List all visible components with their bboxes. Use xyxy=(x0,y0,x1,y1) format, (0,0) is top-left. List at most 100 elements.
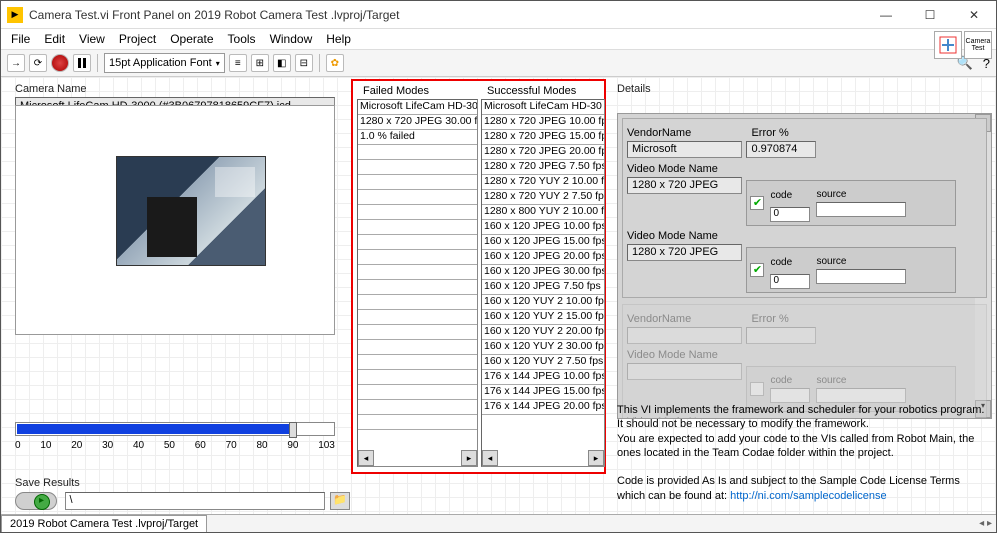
list-item[interactable]: 160 x 120 YUY 2 10.00 fps xyxy=(482,295,604,310)
details-panel: VendorName Error % Microsoft 0.970874 Vi… xyxy=(617,113,992,419)
error-pct-field[interactable]: 0.970874 xyxy=(746,141,816,158)
list-item[interactable]: 176 x 144 JPEG 10.00 fps xyxy=(482,370,604,385)
source-field[interactable] xyxy=(816,269,906,284)
align-button[interactable]: ≡ xyxy=(229,54,247,72)
list-item[interactable]: 1.0 % failed xyxy=(358,130,477,145)
tick-label: 60 xyxy=(195,440,206,451)
successful-modes-list[interactable]: Microsoft LifeCam HD-301280 x 720 JPEG 1… xyxy=(481,99,605,467)
list-item[interactable]: 1280 x 720 JPEG 20.00 fps xyxy=(482,145,604,160)
list-item[interactable]: 1280 x 720 JPEG 7.50 fps xyxy=(482,160,604,175)
menu-window[interactable]: Window xyxy=(264,30,319,48)
statusbar: 2019 Robot Camera Test .lvproj/Target ◂ … xyxy=(1,514,996,532)
save-results-label: Save Results xyxy=(15,477,80,489)
list-item xyxy=(358,235,477,250)
code-field[interactable]: 0 xyxy=(770,207,810,222)
list-item[interactable]: 176 x 144 JPEG 20.00 fps xyxy=(482,400,604,415)
menu-tools[interactable]: Tools xyxy=(222,30,262,48)
license-link[interactable]: http://ni.com/samplecodelicense xyxy=(730,490,887,502)
video-mode-field[interactable]: 1280 x 720 JPEG xyxy=(627,244,742,261)
connector-pane-icon[interactable] xyxy=(934,31,962,59)
scroll-left-button[interactable]: ◂ xyxy=(482,450,498,466)
tick-label: 80 xyxy=(256,440,267,451)
modes-highlight-box: Failed Modes Microsoft LifeCam HD-301280… xyxy=(351,79,606,474)
list-item[interactable]: 176 x 144 JPEG 15.00 fps xyxy=(482,385,604,400)
scroll-left-button[interactable]: ◂ xyxy=(358,450,374,466)
vi-icon[interactable]: Camera Test xyxy=(964,31,992,59)
video-mode-label: Video Mode Name xyxy=(627,349,747,361)
font-selector[interactable]: 15pt Application Font xyxy=(104,53,225,73)
save-toggle[interactable] xyxy=(15,492,57,510)
slider-thumb[interactable] xyxy=(289,422,297,438)
scroll-right-button[interactable]: ▸ xyxy=(461,450,477,466)
details-group-disabled: VendorName Error % Video Mode Name code … xyxy=(622,304,987,419)
abort-button[interactable] xyxy=(51,54,69,72)
list-item[interactable]: Microsoft LifeCam HD-30 xyxy=(358,100,477,115)
resize-button[interactable]: ◧ xyxy=(273,54,291,72)
error-pct-field xyxy=(746,327,816,344)
source-label: source xyxy=(816,375,846,386)
list-item[interactable]: 160 x 120 JPEG 30.00 fps xyxy=(482,265,604,280)
list-item[interactable]: 160 x 120 YUY 2 30.00 fps xyxy=(482,340,604,355)
status-check-icon: ✔ xyxy=(750,263,764,277)
menu-operate[interactable]: Operate xyxy=(164,30,219,48)
source-field[interactable] xyxy=(816,202,906,217)
progress-slider[interactable]: 0102030405060708090103 xyxy=(15,422,335,451)
list-item[interactable]: 160 x 120 YUY 2 7.50 fps xyxy=(482,355,604,370)
reorder-button[interactable]: ⊟ xyxy=(295,54,313,72)
details-header: Details xyxy=(617,83,651,95)
list-item[interactable]: Microsoft LifeCam HD-30 xyxy=(482,100,604,115)
code-label: code xyxy=(770,190,792,201)
list-item xyxy=(358,415,477,430)
list-item[interactable]: 160 x 120 JPEG 7.50 fps xyxy=(482,280,604,295)
list-item[interactable]: 1280 x 720 JPEG 10.00 fps xyxy=(482,115,604,130)
menu-help[interactable]: Help xyxy=(320,30,357,48)
list-item[interactable]: 160 x 120 YUY 2 20.00 fps xyxy=(482,325,604,340)
list-item[interactable]: 1280 x 720 JPEG 15.00 fps xyxy=(482,130,604,145)
minimize-button[interactable]: — xyxy=(864,1,908,29)
run-cont-button[interactable]: ⟳ xyxy=(29,54,47,72)
tick-label: 40 xyxy=(133,440,144,451)
maximize-button[interactable]: ☐ xyxy=(908,1,952,29)
error-pct-label: Error % xyxy=(751,313,871,325)
video-mode-field[interactable]: 1280 x 720 JPEG xyxy=(627,177,742,194)
list-item[interactable]: 160 x 120 JPEG 20.00 fps xyxy=(482,250,604,265)
list-item[interactable]: 1280 x 800 YUY 2 10.00 fps xyxy=(482,205,604,220)
list-item[interactable]: 160 x 120 JPEG 15.00 fps xyxy=(482,235,604,250)
video-mode-label: Video Mode Name xyxy=(627,163,747,175)
tick-label: 70 xyxy=(226,440,237,451)
successful-modes-header: Successful Modes xyxy=(487,85,605,97)
close-button[interactable]: ✕ xyxy=(952,1,996,29)
distribute-button[interactable]: ⊞ xyxy=(251,54,269,72)
menu-file[interactable]: File xyxy=(5,30,36,48)
status-tab[interactable]: 2019 Robot Camera Test .lvproj/Target xyxy=(1,515,207,532)
list-item[interactable]: 1280 x 720 JPEG 30.00 fps xyxy=(358,115,477,130)
menu-edit[interactable]: Edit xyxy=(38,30,71,48)
browse-button[interactable]: 📁 xyxy=(330,492,350,510)
list-item[interactable]: 160 x 120 YUY 2 15.00 fps xyxy=(482,310,604,325)
code-field[interactable]: 0 xyxy=(770,274,810,289)
tick-label: 90 xyxy=(287,440,298,451)
code-field xyxy=(770,388,810,403)
vendorname-label: VendorName xyxy=(627,127,747,139)
menu-project[interactable]: Project xyxy=(113,30,162,48)
menu-view[interactable]: View xyxy=(73,30,111,48)
camera-image xyxy=(116,156,266,266)
code-label: code xyxy=(770,375,792,386)
scroll-right-button[interactable]: ▸ xyxy=(588,450,604,466)
save-path-field[interactable]: \ xyxy=(65,492,325,510)
gear-button[interactable]: ✿ xyxy=(326,54,344,72)
vendorname-field xyxy=(627,327,742,344)
list-item[interactable]: 160 x 120 JPEG 10.00 fps xyxy=(482,220,604,235)
status-check-icon xyxy=(750,382,764,396)
tick-label: 50 xyxy=(164,440,175,451)
list-item[interactable]: 1280 x 720 YUY 2 10.00 fps xyxy=(482,175,604,190)
code-label: code xyxy=(770,257,792,268)
vendorname-field[interactable]: Microsoft xyxy=(627,141,742,158)
run-button[interactable]: → xyxy=(7,54,25,72)
list-item[interactable]: 1280 x 720 YUY 2 7.50 fps xyxy=(482,190,604,205)
tick-label: 10 xyxy=(40,440,51,451)
status-scroll-arrows[interactable]: ◂ ▸ xyxy=(975,518,996,529)
failed-modes-list[interactable]: Microsoft LifeCam HD-301280 x 720 JPEG 3… xyxy=(357,99,478,467)
pause-button[interactable] xyxy=(73,54,91,72)
source-field xyxy=(816,388,906,403)
